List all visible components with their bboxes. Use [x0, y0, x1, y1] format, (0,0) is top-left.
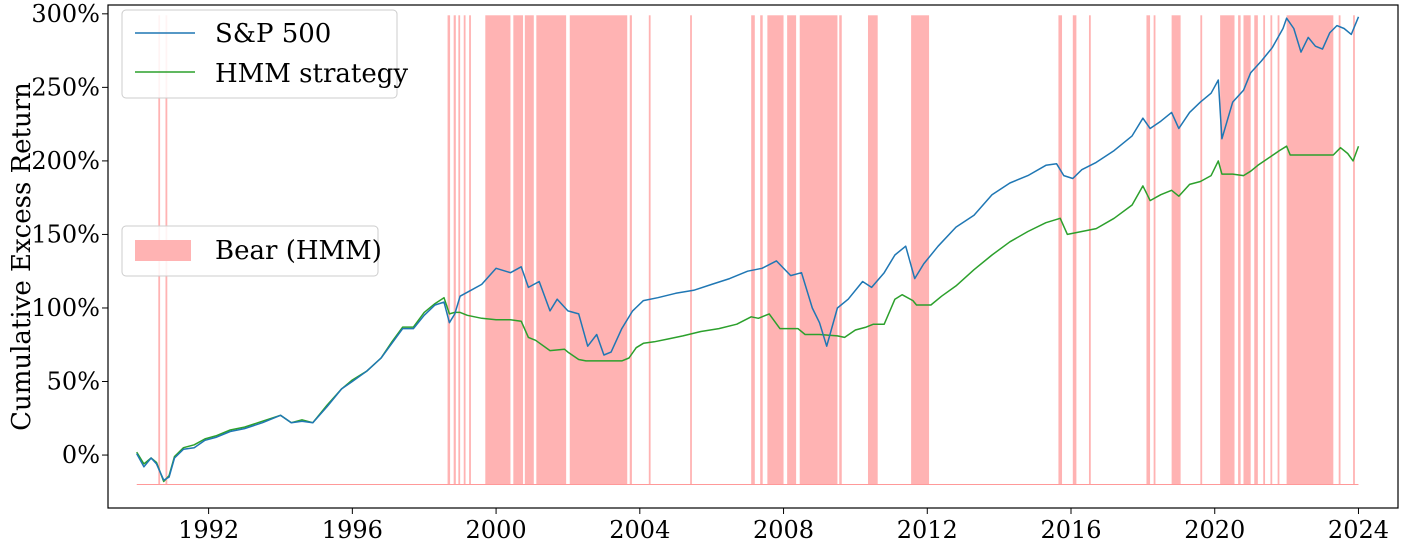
- bear-region: [1254, 15, 1258, 485]
- bear-region: [629, 15, 632, 485]
- bear-region: [458, 15, 461, 485]
- bear-region: [469, 15, 471, 485]
- bear-regions: [136, 15, 1359, 485]
- legend-series-box: [121, 9, 398, 99]
- y-tick-label: 250%: [31, 73, 100, 101]
- y-axis-label: Cumulative Excess Return: [7, 82, 37, 431]
- plot-frame: [107, 4, 1399, 509]
- y-tick-label: 0%: [62, 441, 100, 469]
- x-tick-label: 2024: [1328, 516, 1389, 544]
- bear-region: [1353, 15, 1355, 485]
- x-tick-label: 2008: [753, 516, 814, 544]
- x-tick-label: 1992: [178, 516, 239, 544]
- bear-region: [1286, 15, 1334, 485]
- series-lines: [136, 16, 1360, 483]
- bear-region: [839, 15, 842, 485]
- bear-region: [1338, 15, 1341, 485]
- bear-region: [1146, 15, 1151, 485]
- bear-region: [1270, 15, 1273, 485]
- bear-region: [1153, 15, 1156, 485]
- bear-region: [1072, 15, 1077, 485]
- bear-region: [1171, 15, 1181, 485]
- bear-region: [911, 15, 930, 485]
- y-tick-label: 300%: [31, 0, 100, 28]
- bear-region: [485, 15, 511, 485]
- x-tick-label: 2000: [466, 516, 527, 544]
- x-tick-label: 2016: [1040, 516, 1101, 544]
- y-tick-label: 100%: [31, 294, 100, 322]
- bear-region: [767, 15, 784, 485]
- bear-region: [690, 15, 692, 485]
- legend-label-sp500: S&P 500: [215, 19, 331, 49]
- y-tick-label: 150%: [31, 220, 100, 248]
- x-tick-label: 1996: [322, 516, 383, 544]
- legend-label-bear: Bear (HMM): [215, 236, 382, 266]
- bear-region: [751, 15, 755, 485]
- legend-swatch-bear: [135, 240, 191, 261]
- legend-label-hmm: HMM strategy: [215, 59, 408, 89]
- bear-region: [1243, 15, 1251, 485]
- y-tick-label: 200%: [31, 147, 100, 175]
- bear-region: [1263, 15, 1266, 485]
- y-tick-label: 50%: [47, 368, 100, 396]
- bear-region: [513, 15, 524, 485]
- bear-region: [867, 15, 878, 485]
- legend-series: S&P 500 HMM strategy: [121, 9, 408, 99]
- bear-region: [1277, 15, 1280, 485]
- bear-region: [1058, 15, 1063, 485]
- bear-region: [569, 15, 628, 485]
- bear-region: [787, 15, 797, 485]
- series-line-s-p-500: [136, 16, 1360, 481]
- y-axis: 0% 50% 100% 150% 200% 250% 300%: [31, 0, 108, 469]
- legend-bear-box: [121, 225, 379, 277]
- bear-region: [1200, 15, 1203, 485]
- bear-region: [453, 15, 456, 485]
- bear-region: [524, 15, 534, 485]
- x-axis: 1992 1996 2000 2004 2008 2012 2016 2020 2024: [178, 508, 1389, 544]
- bear-region: [1088, 15, 1091, 485]
- bear-region: [1220, 15, 1235, 485]
- x-tick-label: 2012: [897, 516, 958, 544]
- bear-region: [447, 15, 451, 485]
- bear-region: [1238, 15, 1241, 485]
- bear-region: [648, 15, 651, 485]
- bear-region: [536, 15, 567, 485]
- bear-region: [463, 15, 466, 485]
- x-tick-label: 2020: [1184, 516, 1245, 544]
- x-tick-label: 2004: [609, 516, 670, 544]
- bear-region: [760, 15, 763, 485]
- legend-bear: Bear (HMM): [121, 225, 382, 277]
- bear-region: [799, 15, 838, 485]
